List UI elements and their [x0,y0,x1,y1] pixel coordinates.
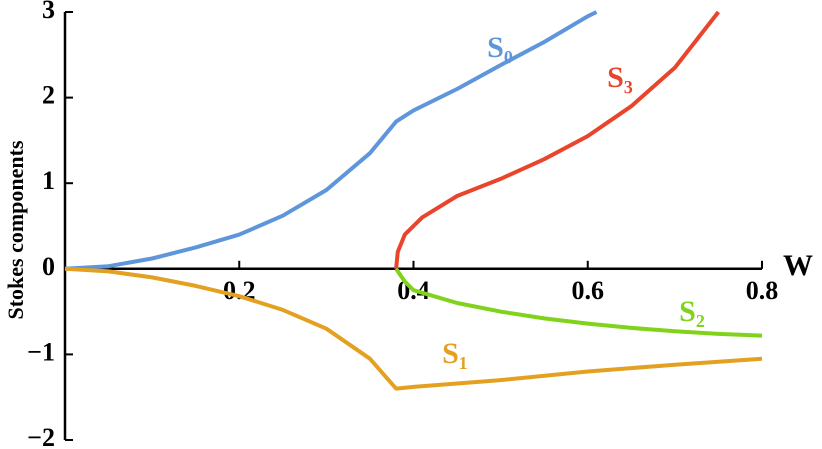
x-axis-label: W [783,249,813,282]
series-line [394,10,720,269]
series-line [64,266,763,391]
x-tick-label: 0.6 [572,276,605,305]
y-tick-label: −2 [27,423,55,449]
y-tick-label: 0 [42,252,55,281]
y-tick-label: −1 [27,337,55,366]
y-tick-label: 1 [42,166,55,195]
series-label: S₂ [679,295,705,328]
y-tick-label: 3 [42,0,55,24]
y-axis-label: Stokes components [3,140,28,320]
series-label: S₀ [487,31,513,64]
series-label: S₃ [607,61,633,94]
series-line [394,267,763,338]
x-tick-label: 0.8 [746,276,779,305]
y-tick-label: 2 [42,81,55,110]
series-label: S₁ [442,337,468,370]
series-line [64,10,598,271]
